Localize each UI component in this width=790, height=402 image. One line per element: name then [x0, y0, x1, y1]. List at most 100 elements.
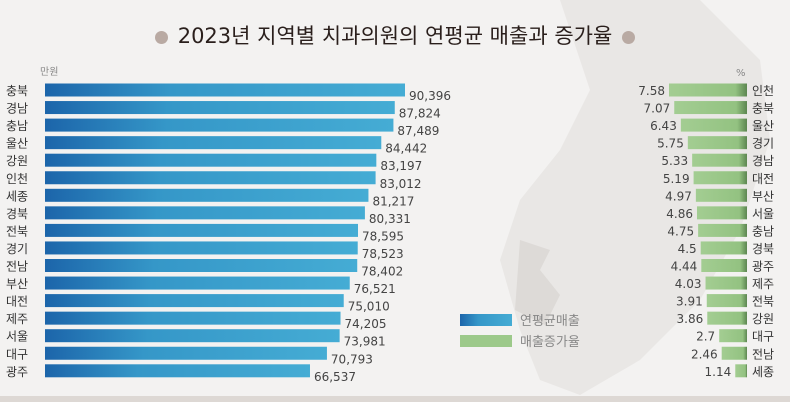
- left-category-label: 전북: [6, 224, 28, 238]
- legend-growth-swatch: [460, 335, 512, 347]
- right-category-label: 충남: [752, 224, 774, 238]
- revenue-bar: [45, 294, 344, 308]
- growth-value-label: 2.46: [691, 347, 718, 361]
- right-category-label: 광주: [752, 260, 774, 274]
- left-category-label: 부산: [6, 277, 28, 291]
- left-category-label: 광주: [6, 365, 28, 379]
- growth-bar: [674, 101, 747, 115]
- growth-value-label: 4.97: [665, 189, 692, 203]
- growth-value-label: 5.75: [657, 137, 684, 151]
- right-category-label: 경기: [752, 137, 774, 151]
- growth-bar: [687, 136, 747, 150]
- growth-value-label: 6.43: [650, 119, 677, 133]
- revenue-value-label: 66,537: [314, 370, 356, 384]
- left-category-label: 경북: [6, 207, 28, 221]
- revenue-bar: [45, 206, 365, 220]
- revenue-bar: [45, 153, 377, 167]
- growth-bar: [696, 206, 747, 220]
- legend-growth-label: 매출증가율: [520, 335, 580, 350]
- revenue-bar: [45, 329, 340, 343]
- revenue-value-label: 80,331: [369, 212, 411, 226]
- left-category-label: 대전: [6, 295, 28, 309]
- right-category-label: 세종: [752, 365, 774, 379]
- revenue-bar: [45, 276, 350, 290]
- left-category-label: 대구: [6, 347, 28, 361]
- right-category-label: 경남: [752, 154, 774, 168]
- revenue-bar: [45, 118, 394, 132]
- growth-bar: [700, 241, 747, 255]
- growth-bar: [705, 276, 747, 290]
- revenue-bar: [45, 364, 310, 378]
- right-category-label: 부산: [752, 189, 774, 203]
- title-dot-right-icon: [622, 30, 636, 44]
- growth-bar: [695, 188, 747, 202]
- right-category-label: 울산: [752, 119, 774, 133]
- revenue-value-label: 74,205: [345, 317, 387, 331]
- right-category-label: 전북: [752, 295, 774, 309]
- left-category-label: 서울: [6, 330, 28, 344]
- growth-value-label: 4.44: [671, 260, 698, 274]
- left-category-label: 전남: [6, 260, 28, 274]
- revenue-bar: [45, 259, 358, 272]
- revenue-value-label: 78,402: [361, 265, 403, 279]
- growth-value-label: 4.5: [678, 242, 697, 256]
- left-unit-label: 만원: [40, 66, 58, 78]
- revenue-value-label: 83,197: [380, 159, 422, 173]
- revenue-value-label: 84,442: [385, 142, 427, 156]
- revenue-value-label: 81,217: [372, 194, 414, 208]
- revenue-bar: [45, 311, 341, 325]
- legend-revenue-swatch: [460, 314, 512, 326]
- left-category-label: 충북: [6, 84, 28, 98]
- growth-value-label: 2.7: [696, 330, 715, 344]
- growth-bar: [721, 346, 747, 360]
- growth-bar: [698, 223, 747, 237]
- growth-value-label: 7.58: [638, 84, 665, 98]
- chart-title: 2023년 지역별 치과의원의 연평균 매출과 증가율: [177, 24, 613, 48]
- right-category-label: 강원: [752, 312, 774, 326]
- revenue-value-label: 75,010: [348, 300, 390, 314]
- growth-value-label: 3.91: [676, 295, 703, 309]
- revenue-bar: [45, 223, 359, 237]
- growth-bar: [719, 329, 747, 343]
- right-category-label: 서울: [752, 207, 774, 221]
- growth-bar: [701, 259, 747, 272]
- revenue-bar: [45, 83, 405, 97]
- revenue-value-label: 78,523: [362, 247, 404, 261]
- growth-bar: [706, 294, 747, 308]
- revenue-bar: [45, 241, 358, 255]
- revenue-value-label: 83,012: [380, 177, 422, 191]
- revenue-bar: [45, 136, 382, 150]
- growth-value-label: 5.19: [663, 172, 690, 186]
- growth-value-label: 7.07: [644, 102, 671, 116]
- revenue-bar: [45, 171, 376, 185]
- right-category-label: 대구: [752, 330, 774, 344]
- revenue-value-label: 87,489: [397, 124, 439, 138]
- right-category-label: 충북: [752, 102, 774, 116]
- growth-bar: [680, 118, 747, 132]
- left-category-label: 인천: [6, 171, 28, 186]
- growth-bar: [735, 364, 747, 378]
- right-category-label: 제주: [752, 277, 774, 291]
- revenue-value-label: 90,396: [409, 89, 451, 103]
- right-category-label: 경북: [752, 242, 774, 256]
- right-unit-label: %: [736, 68, 746, 79]
- revenue-bar: [45, 346, 327, 360]
- left-category-label: 경기: [6, 242, 28, 256]
- growth-bar: [693, 171, 747, 185]
- left-category-label: 제주: [6, 312, 28, 326]
- left-category-label: 강원: [6, 154, 28, 168]
- left-category-label: 충남: [6, 119, 28, 133]
- left-category-label: 경남: [6, 102, 28, 116]
- chart-title-block: 2023년 지역별 치과의원의 연평균 매출과 증가율: [0, 20, 790, 50]
- growth-value-label: 3.86: [677, 312, 704, 326]
- revenue-bar: [45, 188, 369, 202]
- footer-strip: [0, 396, 790, 402]
- legend-revenue-label: 연평균매출: [520, 314, 580, 329]
- revenue-value-label: 87,824: [399, 107, 441, 121]
- left-category-label: 울산: [6, 137, 28, 151]
- growth-bar: [707, 311, 747, 325]
- growth-bar: [669, 83, 747, 97]
- revenue-value-label: 73,981: [344, 335, 386, 349]
